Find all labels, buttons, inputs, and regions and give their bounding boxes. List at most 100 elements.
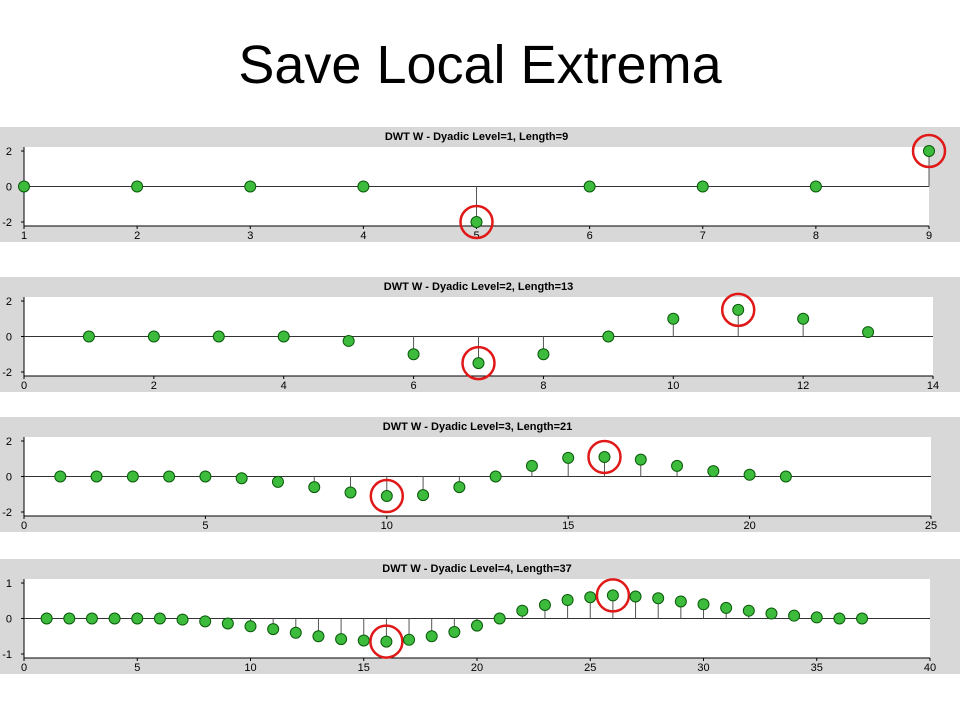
data-point — [163, 470, 176, 483]
data-point — [674, 595, 687, 608]
x-tick-label: 12 — [797, 380, 809, 392]
data-point — [629, 590, 642, 603]
data-point — [199, 615, 212, 628]
data-point — [525, 459, 538, 472]
data-point — [810, 611, 823, 624]
data-point — [453, 481, 466, 494]
y-tick-label: -2 — [2, 217, 12, 229]
local-extremum-highlight — [461, 345, 496, 381]
x-tick-label: 25 — [925, 520, 937, 532]
data-point — [289, 626, 302, 639]
data-point — [403, 633, 416, 646]
data-point — [923, 145, 935, 157]
x-tick-label: 4 — [281, 380, 287, 392]
x-tick-label: 25 — [584, 662, 596, 674]
chart-title: DWT W - Dyadic Level=3, Length=21 — [383, 421, 573, 433]
x-tick-label: 0 — [21, 520, 27, 532]
y-tick-label: 2 — [6, 146, 12, 158]
data-point — [809, 180, 822, 193]
y-tick-label: -2 — [2, 507, 12, 519]
data-point — [856, 612, 869, 625]
chart-title: DWT W - Dyadic Level=1, Length=9 — [385, 131, 568, 143]
x-tick-label: 8 — [813, 230, 819, 242]
y-tick-label: 1 — [6, 578, 12, 590]
data-point — [671, 459, 684, 472]
local-extremum-highlight — [911, 133, 947, 169]
local-extremum-highlight — [720, 292, 756, 328]
data-point — [516, 604, 529, 617]
x-tick-label: 30 — [697, 662, 709, 674]
data-point — [862, 326, 875, 339]
chart-1: DWT W - Dyadic Level=1, Length=9 -2 0 2 1 2 3 4… — [0, 127, 960, 242]
local-extremum-highlight — [369, 624, 404, 659]
data-point — [743, 468, 756, 481]
data-point — [153, 612, 166, 625]
data-point — [221, 617, 234, 630]
local-extremum-highlight — [369, 478, 405, 514]
data-point — [833, 612, 846, 625]
data-point — [90, 470, 103, 483]
data-point — [277, 330, 290, 343]
x-tick-label: 15 — [358, 662, 370, 674]
data-point — [335, 633, 348, 646]
local-extremum-highlight — [587, 439, 622, 475]
chart-title: DWT W - Dyadic Level=2, Length=13 — [384, 281, 574, 293]
data-point — [470, 216, 483, 228]
data-point — [199, 470, 212, 483]
data-point — [742, 604, 755, 617]
data-point — [652, 592, 665, 605]
x-tick-label: 14 — [927, 380, 939, 392]
data-point — [788, 609, 801, 622]
data-point — [40, 612, 53, 625]
data-point — [63, 612, 76, 625]
local-extremum-highlight — [459, 204, 494, 240]
y-tick-label: 0 — [6, 182, 12, 194]
chart-2: DWT W - Dyadic Level=2, Length=13 -2 0 2 0 2 4… — [0, 277, 960, 392]
data-point — [417, 489, 430, 502]
data-point — [147, 330, 160, 343]
data-point — [308, 481, 321, 494]
data-point — [82, 330, 95, 343]
data-point — [312, 630, 325, 643]
x-tick-label: 2 — [151, 380, 157, 392]
data-point — [131, 612, 144, 625]
data-point — [126, 470, 139, 483]
x-tick-label: 40 — [924, 662, 936, 674]
data-point — [471, 619, 483, 632]
data-point — [667, 312, 680, 325]
x-tick-label: 10 — [244, 662, 256, 674]
x-tick-label: 6 — [587, 230, 593, 242]
x-tick-label: 3 — [247, 230, 253, 242]
data-point — [407, 348, 420, 361]
x-tick-label: 0 — [21, 662, 27, 674]
data-point — [489, 470, 502, 483]
data-point — [108, 612, 121, 625]
x-tick-label: 10 — [381, 520, 393, 532]
data-point — [537, 348, 550, 361]
data-point — [472, 357, 485, 370]
data-point — [493, 612, 506, 625]
data-point — [797, 312, 810, 325]
data-point — [267, 623, 280, 636]
local-extremum-highlight — [595, 578, 631, 613]
data-point — [380, 490, 393, 503]
data-point — [732, 303, 745, 316]
data-point — [425, 630, 438, 643]
x-tick-label: 6 — [411, 380, 417, 392]
x-tick-label: 0 — [21, 380, 27, 392]
data-point — [765, 607, 778, 620]
data-point — [583, 180, 596, 193]
data-point — [18, 180, 30, 193]
y-tick-label: 0 — [6, 614, 12, 626]
data-point — [54, 470, 67, 483]
x-tick-label: 4 — [360, 230, 366, 242]
data-point — [380, 635, 393, 648]
data-point — [342, 334, 355, 347]
y-tick-label: 2 — [6, 296, 12, 308]
y-tick-label: 0 — [6, 332, 12, 344]
x-tick-label: 35 — [811, 662, 823, 674]
data-point — [779, 470, 792, 483]
